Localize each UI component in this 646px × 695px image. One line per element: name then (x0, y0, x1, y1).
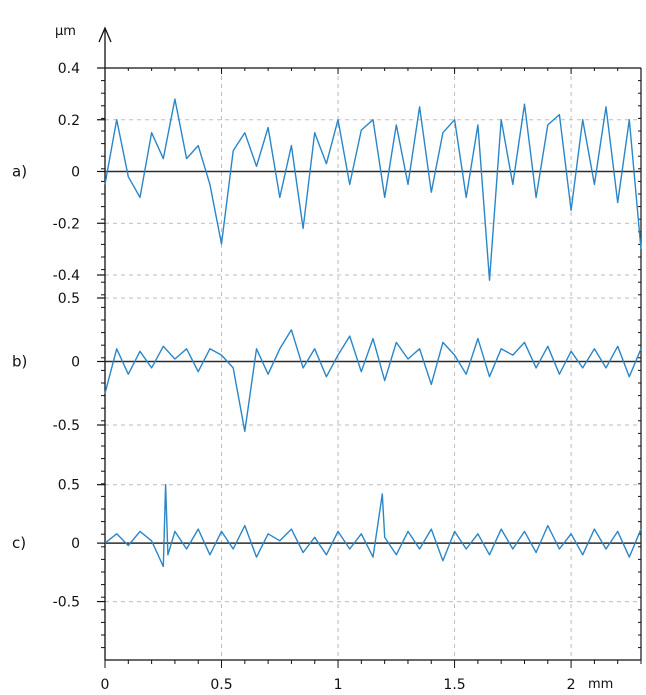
y-tick-label: 0.2 (58, 113, 80, 129)
panel-label: a) (12, 163, 27, 181)
y-tick-label: -0.5 (53, 595, 80, 611)
y-tick-label: -0.2 (53, 216, 80, 232)
x-tick-label: 2 (567, 677, 576, 693)
x-tick-label: 0.5 (210, 677, 232, 693)
panel-2: 0.5 0 -0.5 b) (12, 291, 642, 434)
y-axis-unit: µm (55, 24, 76, 39)
y-tick-label: 0 (71, 165, 80, 181)
y-tick-label: 0 (71, 536, 80, 552)
x-tick-label: 1 (334, 677, 343, 693)
y-tick-label: 0 (71, 355, 80, 371)
y-tick-label: 0.5 (58, 478, 80, 494)
axes (97, 26, 642, 668)
profile-line (104, 98, 642, 281)
y-tick-label: -0.4 (53, 268, 80, 284)
x-tick-label: 0 (101, 677, 110, 693)
profile-line (104, 484, 642, 568)
panels: 0.4 0.2 0 -0.2 -0.4 a) 0.5 0 -0.5 b) 0.5 0 -0.5 c) (12, 61, 642, 611)
y-tick-label: 0.4 (58, 61, 80, 77)
profile-line (104, 329, 642, 433)
panel-label: c) (12, 534, 26, 552)
x-axis-unit: mm (588, 677, 613, 692)
y-tick-label: -0.5 (53, 418, 80, 434)
x-tick-label: 1.5 (443, 677, 465, 693)
y-axis-arrow-icon (98, 26, 112, 43)
panel-3: 0.5 0 -0.5 c) (12, 478, 642, 611)
panel-label: b) (12, 353, 27, 371)
panel-1: 0.4 0.2 0 -0.2 -0.4 a) (12, 61, 642, 284)
y-tick-label: 0.5 (58, 291, 80, 307)
x-axis-labels: 0 0.5 1 1.5 2 (101, 677, 576, 693)
